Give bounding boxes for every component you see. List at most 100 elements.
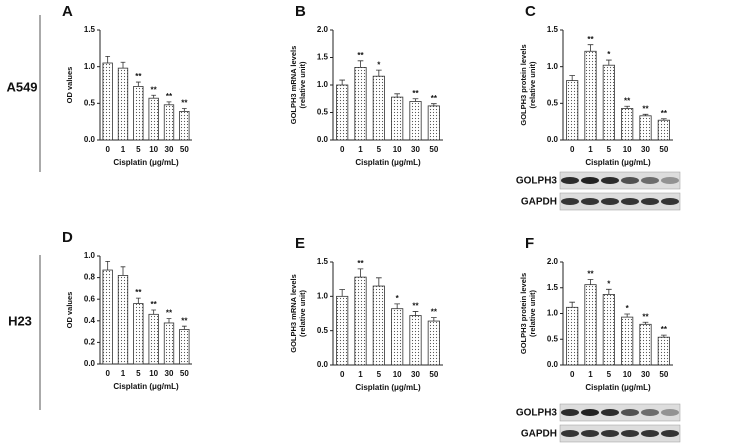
significance: ** — [135, 72, 142, 81]
bar — [102, 62, 113, 141]
y-tick-label: 0.2 — [84, 338, 96, 347]
significance: ** — [431, 94, 438, 103]
bar — [409, 101, 422, 141]
y-tick-label: 1.0 — [84, 62, 96, 71]
significance: ** — [357, 259, 364, 268]
x-axis-label: Cisplatin (μg/mL) — [355, 383, 421, 392]
error-bar — [181, 108, 187, 112]
x-tick-label: 0 — [340, 145, 345, 154]
error-bar — [660, 334, 667, 338]
y-tick-label: 1.5 — [547, 283, 559, 292]
error-bar — [569, 301, 576, 308]
y-tick-label: 1.0 — [317, 291, 329, 300]
y-axis-label: GOLPH3 mRNA levels — [289, 274, 298, 353]
significance: ** — [661, 325, 668, 334]
error-bar — [569, 75, 576, 81]
y-axis-label: OD values — [65, 292, 74, 329]
y-axis-label: GOLPH3 protein levels — [519, 273, 528, 354]
error-bar — [605, 59, 612, 66]
bar — [602, 294, 615, 366]
y-tick-label: 1.5 — [84, 25, 96, 34]
significance: ** — [135, 288, 142, 297]
significance: * — [377, 60, 381, 69]
bar — [566, 80, 579, 141]
x-axis-label: Cisplatin (μg/mL) — [355, 158, 421, 167]
blot-band — [621, 177, 639, 184]
x-tick-label: 5 — [377, 145, 382, 154]
error-bar — [375, 69, 382, 77]
significance: ** — [642, 104, 649, 113]
significance: ** — [412, 302, 419, 311]
bar — [102, 269, 113, 365]
blot-label: GAPDH — [521, 197, 557, 208]
bar — [133, 86, 144, 141]
error-bar — [375, 277, 382, 287]
significance: * — [626, 304, 630, 313]
bar — [133, 303, 144, 365]
blot-band — [581, 177, 599, 184]
y-tick-label: 0.0 — [547, 135, 559, 144]
blot-band — [581, 198, 599, 205]
error-bar — [587, 44, 594, 52]
panel-letter: A — [62, 3, 73, 20]
blot-label: GOLPH3 — [516, 176, 558, 187]
bar — [409, 315, 422, 366]
error-bar — [430, 317, 437, 322]
y-tick-label: 0.0 — [547, 360, 559, 369]
significance: ** — [151, 300, 158, 309]
y-tick-label: 0.5 — [547, 98, 559, 107]
y-tick-label: 0.5 — [317, 326, 329, 335]
significance: ** — [166, 309, 173, 318]
error-bar — [135, 81, 141, 87]
y-tick-label: 1.0 — [317, 80, 329, 89]
significance: ** — [587, 270, 594, 279]
error-bar — [105, 56, 111, 63]
x-tick-label: 10 — [393, 370, 402, 379]
bar — [427, 105, 440, 141]
bar — [336, 295, 349, 366]
y-tick-label: 1.5 — [317, 257, 329, 266]
error-bar — [339, 79, 346, 85]
error-bar — [120, 266, 126, 276]
significance: ** — [661, 109, 668, 118]
y-tick-label: 0.0 — [84, 359, 96, 368]
blot-band — [661, 198, 679, 205]
row-label: H23 — [8, 313, 32, 328]
panel-letter: F — [525, 235, 534, 252]
y-tick-label: 1.0 — [547, 309, 559, 318]
error-bar — [181, 325, 187, 330]
blot-band — [621, 198, 639, 205]
x-tick-label: 50 — [429, 145, 438, 154]
x-tick-label: 30 — [165, 369, 174, 378]
bar — [621, 316, 634, 366]
x-tick-label: 0 — [570, 145, 575, 154]
bar — [354, 67, 367, 141]
significance: ** — [412, 89, 419, 98]
bar — [657, 336, 670, 366]
blot-band — [561, 409, 579, 416]
bar — [117, 275, 129, 365]
x-tick-label: 50 — [180, 369, 189, 378]
bar — [621, 108, 634, 141]
blot-strip — [559, 424, 681, 443]
significance: ** — [181, 316, 188, 325]
y-axis-label: (relative unit) — [298, 289, 307, 337]
y-axis-label: GOLPH3 protein levels — [519, 44, 528, 125]
x-tick-label: 30 — [411, 370, 420, 379]
blot-band — [561, 198, 579, 205]
blot-band — [601, 409, 619, 416]
bar — [163, 322, 175, 365]
x-tick-label: 0 — [340, 370, 345, 379]
error-bar — [624, 313, 631, 318]
blot-strip — [559, 192, 681, 211]
bar — [163, 104, 175, 141]
y-tick-label: 1.5 — [547, 25, 559, 34]
x-tick-label: 10 — [623, 145, 632, 154]
error-bar — [624, 105, 631, 109]
x-tick-label: 0 — [570, 370, 575, 379]
error-bar — [660, 118, 667, 121]
error-bar — [135, 297, 141, 304]
error-bar — [430, 103, 437, 106]
significance: ** — [181, 99, 188, 108]
